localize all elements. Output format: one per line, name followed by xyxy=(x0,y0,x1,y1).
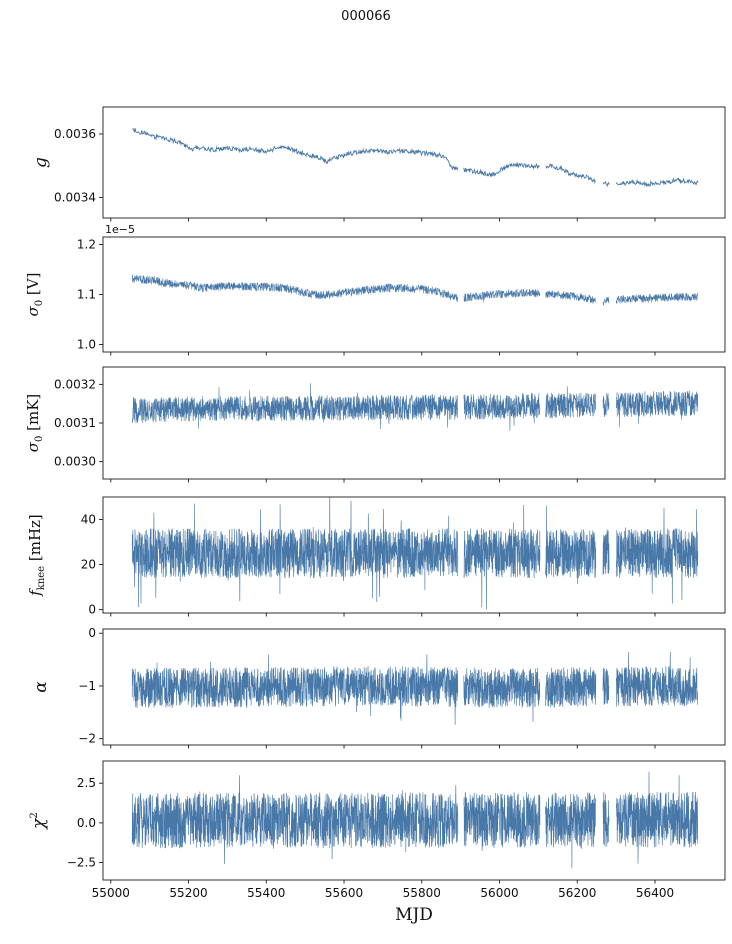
data-line-f_knee xyxy=(463,504,541,610)
data-line-sigma0_V xyxy=(463,288,541,303)
panel-sigma0_V: 1.2 1.1 1.0 1e−5 σ0 [V] xyxy=(24,223,726,356)
data-line-f_knee xyxy=(615,508,699,604)
data-line-sigma0_V xyxy=(545,290,596,304)
y-tick-label: 0.0031 xyxy=(54,416,96,430)
y-tick-label: 0.0032 xyxy=(54,377,96,391)
y-tick-label: 0 xyxy=(88,603,96,617)
data-line-g xyxy=(602,180,610,188)
panel-sigma0_mK: 0.0032 0.0031 0.0030 σ0 [mK] xyxy=(24,366,726,483)
data-line-f_knee xyxy=(545,505,597,585)
data-line-sigma0_mK xyxy=(463,393,541,431)
y-tick-label: −2.5 xyxy=(67,856,96,870)
x-tick-label: 55000 xyxy=(92,886,130,900)
x-tick-label: 55400 xyxy=(247,886,285,900)
axes-frame xyxy=(102,628,726,746)
data-line-sigma0_mK xyxy=(602,393,610,418)
panel-alpha: 0 −1 −2 α xyxy=(31,626,726,749)
y-axis-label-sigma0_V: σ0 [V] xyxy=(24,273,45,317)
data-line-f_knee xyxy=(602,529,610,575)
panel-chi2: 2.5 0.0 −2.5 55000 55200 55400 55600 55800 56000… xyxy=(29,760,726,900)
axes-frame xyxy=(102,496,726,614)
x-tick-label: 55600 xyxy=(325,886,363,900)
data-line-chi2 xyxy=(615,771,699,864)
data-line-alpha xyxy=(131,654,459,725)
y-axis-label-chi2: χ2 xyxy=(29,812,49,830)
data-line-g xyxy=(615,177,699,188)
y-tick-label: 20 xyxy=(81,558,96,572)
x-tick-label: 56200 xyxy=(558,886,596,900)
axes-frame xyxy=(102,106,726,219)
y-tick-label: 0 xyxy=(88,626,96,640)
x-tick-label: 56000 xyxy=(480,886,518,900)
panel-g: 0.0036 0.0034 g xyxy=(31,106,726,222)
data-line-sigma0_V xyxy=(131,274,459,303)
x-tick-label: 56400 xyxy=(636,886,674,900)
y-axis-label-sigma0_mK: σ0 [mK] xyxy=(24,394,45,453)
data-line-g xyxy=(463,161,540,178)
data-line-g xyxy=(131,128,459,171)
x-axis-label: MJD xyxy=(395,905,433,925)
data-line-chi2 xyxy=(545,792,597,869)
y-tick-label: −1 xyxy=(78,679,96,693)
y-tick-label: 0.0036 xyxy=(54,127,96,141)
data-line-alpha xyxy=(615,651,699,707)
data-line-sigma0_mK xyxy=(131,383,459,430)
axes-frame xyxy=(102,236,726,353)
y-axis-offset-text: 1e−5 xyxy=(105,223,135,236)
y-tick-label: 0.0030 xyxy=(54,455,96,469)
data-line-chi2 xyxy=(602,792,610,847)
y-axis-label-f_knee: fknee [mHz] xyxy=(26,514,47,597)
data-line-alpha xyxy=(463,667,541,722)
data-line-sigma0_mK xyxy=(545,386,597,419)
x-tick-label: 55800 xyxy=(403,886,441,900)
x-tick-label: 55200 xyxy=(169,886,207,900)
y-tick-label: 0.0 xyxy=(77,816,96,830)
data-line-alpha xyxy=(602,667,610,705)
y-tick-label: 1.1 xyxy=(77,288,96,302)
y-tick-label: 40 xyxy=(81,513,96,527)
y-axis-label-g: g xyxy=(31,157,51,168)
data-line-f_knee xyxy=(131,496,459,608)
chart-title: 000066 xyxy=(341,9,391,24)
y-tick-label: 1.0 xyxy=(77,338,96,352)
data-line-sigma0_mK xyxy=(615,390,699,428)
y-axis-label-alpha: α xyxy=(31,681,51,693)
data-line-g xyxy=(545,163,596,184)
data-line-chi2 xyxy=(131,775,459,865)
data-line-sigma0_V xyxy=(615,292,699,304)
data-line-chi2 xyxy=(463,792,541,851)
y-tick-label: 0.0034 xyxy=(54,190,96,204)
data-line-alpha xyxy=(545,667,597,708)
axes-frame xyxy=(102,366,726,480)
axes-frame xyxy=(102,760,726,881)
y-tick-label: −2 xyxy=(78,732,96,746)
panel-f_knee: 40 20 0 fknee [mHz] xyxy=(26,496,726,617)
data-line-sigma0_V xyxy=(602,296,610,306)
y-tick-label: 2.5 xyxy=(77,776,96,790)
y-tick-label: 1.2 xyxy=(77,238,96,252)
